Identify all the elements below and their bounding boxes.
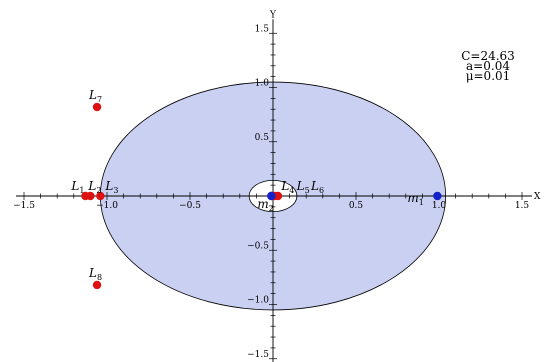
y-tick-label: −0.5 <box>247 241 269 251</box>
point-l8 <box>92 280 102 290</box>
label-m2: m2 <box>257 197 273 213</box>
parameter-line: μ=0.01 <box>466 69 511 83</box>
label-l1: L1 <box>70 179 84 195</box>
points <box>81 102 442 290</box>
label-l2: L2 <box>87 179 101 195</box>
y-tick-label: 1.5 <box>255 24 270 34</box>
x-tick-label: −1.5 <box>13 201 35 211</box>
label-l4: L4 <box>280 179 294 195</box>
x-axis-label: X <box>534 192 541 202</box>
label-l5: L5 <box>296 179 310 195</box>
x-tick-label: 0.5 <box>349 201 364 211</box>
point-l7 <box>92 102 102 112</box>
point-labels: L1 L2 L3 L4 L5 L6 L7 L8 m1 m2 <box>70 88 423 282</box>
parameter-box: C=24.63a=0.04μ=0.01 <box>461 49 515 83</box>
point-m1 <box>433 191 442 201</box>
point-l6 <box>273 191 283 201</box>
x-tick-label: 1.5 <box>515 201 530 211</box>
y-tick-label: −1.0 <box>247 296 269 306</box>
y-tick-label: 1.0 <box>255 79 270 89</box>
label-l6: L6 <box>310 179 324 195</box>
label-l7: L7 <box>88 88 102 104</box>
parameter-line: C=24.63 <box>461 49 515 63</box>
label-l3: L3 <box>104 179 118 195</box>
x-tick-label: −1.0 <box>96 201 118 211</box>
point-l2 <box>86 191 95 201</box>
x-tick-label: 1.0 <box>432 201 447 211</box>
y-axis-label: Y <box>269 10 277 20</box>
y-tick-label: −1.5 <box>247 350 269 360</box>
label-l8: L8 <box>88 266 102 282</box>
point-m2 <box>267 191 276 201</box>
label-m1: m1 <box>407 191 423 207</box>
point-l3 <box>96 191 105 201</box>
parameter-line: a=0.04 <box>466 59 510 73</box>
y-tick-label: 0.5 <box>255 133 270 143</box>
x-tick-label: −0.5 <box>179 201 201 211</box>
